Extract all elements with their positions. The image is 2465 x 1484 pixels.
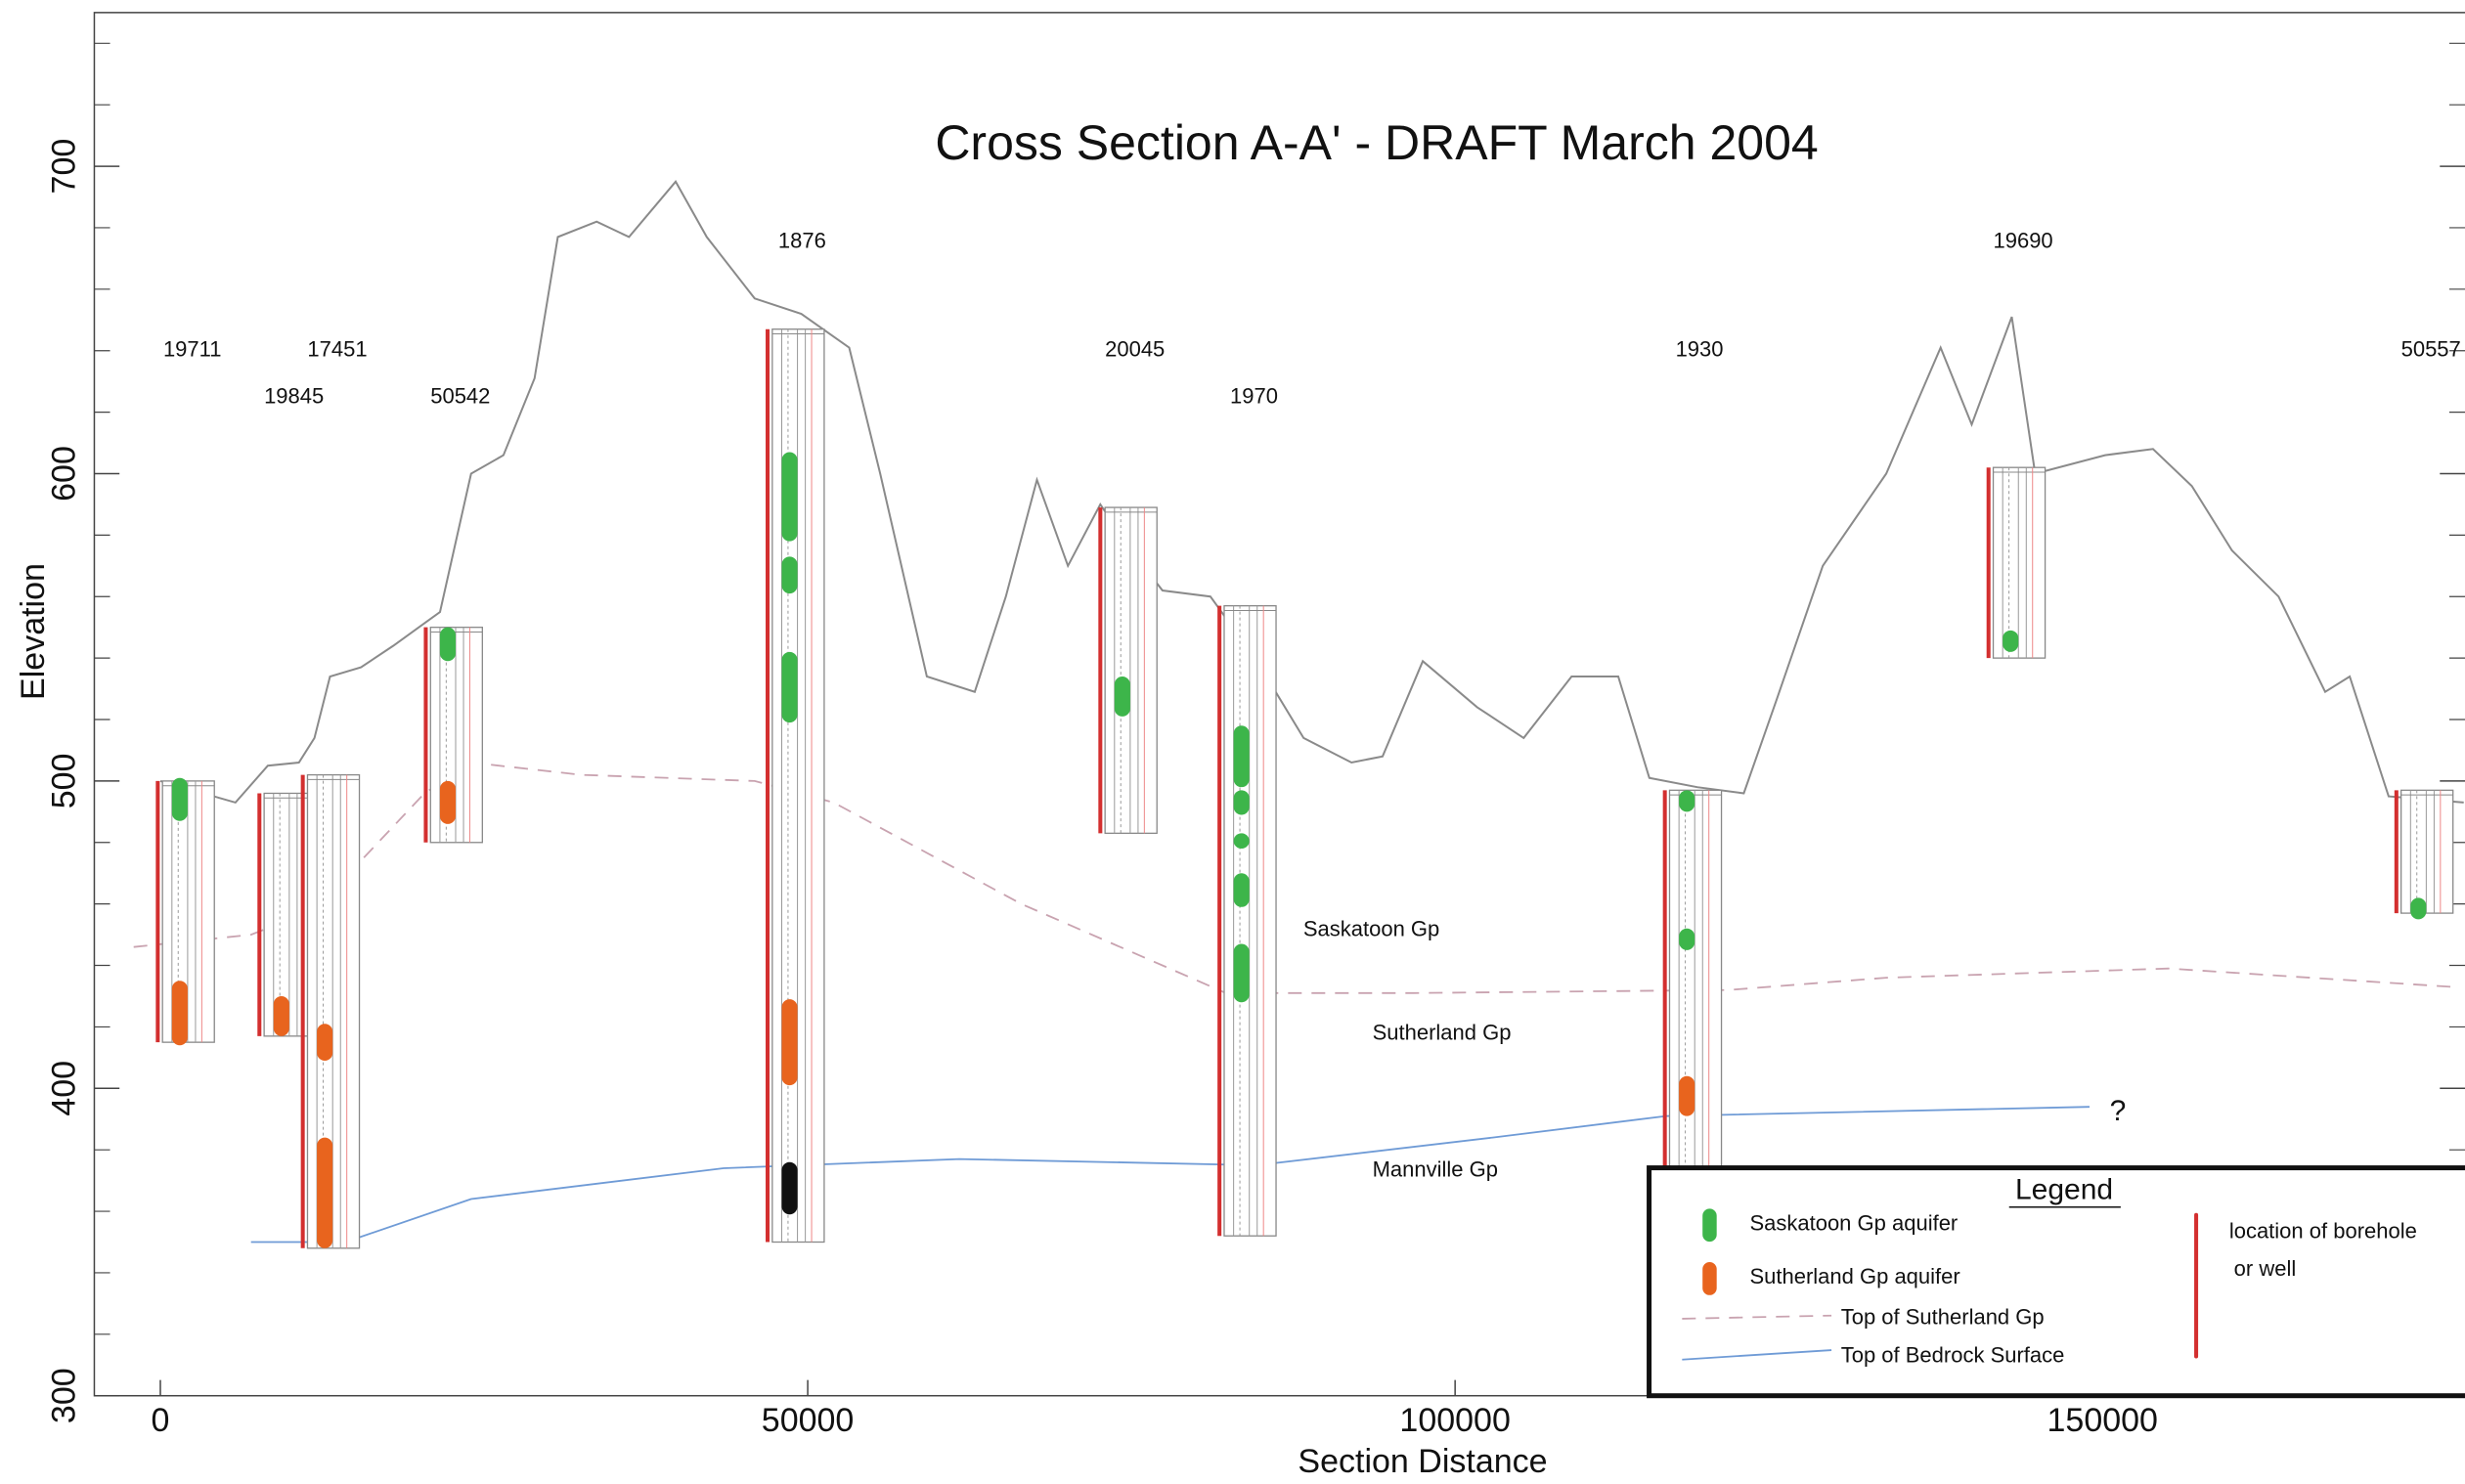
legend-title: Legend <box>2015 1174 2113 1206</box>
borehole-column <box>772 329 824 1243</box>
x-tick-label: 50000 <box>762 1402 855 1439</box>
y-tick-label: 600 <box>46 446 83 502</box>
aquifer-interval <box>781 652 797 722</box>
y-tick-label: 700 <box>46 139 83 195</box>
aquifer-interval <box>317 1138 332 1248</box>
legend: Legend Saskatoon Gp aquifer Sutherland Gp … <box>1650 1168 2465 1396</box>
page: Cross Section A-A' - DRAFT March 2004 Se… <box>0 0 2465 1484</box>
borehole <box>2397 790 2453 919</box>
aquifer-interval <box>1679 929 1695 950</box>
chart-title: Cross Section A-A' - DRAFT March 2004 <box>935 115 1818 170</box>
aquifer-interval <box>1115 677 1130 717</box>
aquifer-interval <box>440 628 456 662</box>
aquifer-interval <box>781 1162 797 1214</box>
unit-label: Mannville Gp <box>1373 1157 1498 1182</box>
borehole-label: 20045 <box>1105 336 1165 361</box>
aquifer-interval <box>2410 897 2426 919</box>
legend-label: Sutherland Gp aquifer <box>1749 1264 1959 1288</box>
borehole-label: 1970 <box>1230 384 1278 409</box>
borehole <box>157 778 214 1046</box>
aquifer-interval <box>781 999 797 1085</box>
borehole-label: 1930 <box>1676 336 1724 361</box>
borehole-column <box>1105 507 1157 833</box>
borehole-column <box>2401 790 2453 913</box>
borehole <box>768 329 824 1243</box>
unit-label: ? <box>2110 1095 2127 1127</box>
legend-label: location of borehole <box>2229 1218 2417 1243</box>
chart: Cross Section A-A' - DRAFT March 2004 Se… <box>0 0 2465 1484</box>
borehole-column <box>430 628 482 843</box>
x-tick-label: 0 <box>152 1402 170 1439</box>
borehole-column <box>1224 606 1276 1237</box>
legend-label: or well <box>2234 1256 2297 1281</box>
aquifer-interval <box>1679 790 1695 811</box>
borehole-column <box>307 775 359 1248</box>
x-axis-title: Section Distance <box>1298 1443 1547 1480</box>
legend-label: Top of Bedrock Surface <box>1841 1342 2065 1367</box>
borehole-label: 19845 <box>264 384 324 409</box>
aquifer-interval <box>1234 725 1250 787</box>
borehole-column <box>1994 467 2046 658</box>
y-tick-label: 400 <box>46 1061 83 1116</box>
borehole-label: 50557 <box>2401 336 2461 361</box>
borehole-label: 50542 <box>430 384 490 409</box>
aquifer-interval <box>274 996 289 1036</box>
legend-swatch <box>1702 1262 1716 1295</box>
unit-label: Saskatoon Gp <box>1303 917 1439 941</box>
x-tick-label: 100000 <box>1399 1402 1510 1439</box>
legend-swatch <box>1702 1208 1716 1242</box>
aquifer-interval <box>440 781 456 824</box>
aquifer-interval <box>172 981 188 1045</box>
aquifer-interval <box>1234 790 1250 814</box>
aquifer-interval <box>1234 873 1250 907</box>
aquifer-interval <box>317 1024 332 1061</box>
aquifer-interval <box>1234 944 1250 1003</box>
borehole <box>1219 606 1276 1237</box>
borehole-label: 19711 <box>163 336 222 361</box>
y-tick-label: 500 <box>46 754 83 809</box>
borehole-label: 17451 <box>307 336 367 361</box>
aquifer-interval <box>781 452 797 541</box>
borehole-label: 19690 <box>1993 228 2052 252</box>
borehole <box>303 775 360 1248</box>
y-tick-label: 300 <box>46 1368 83 1423</box>
legend-label: Top of Sutherland Gp <box>1841 1305 2045 1330</box>
aquifer-interval <box>1679 1076 1695 1116</box>
aquifer-interval <box>172 778 188 821</box>
borehole-label: 1876 <box>778 228 826 252</box>
legend-label: Saskatoon Gp aquifer <box>1749 1210 1958 1235</box>
aquifer-interval <box>1234 833 1250 849</box>
aquifer-interval <box>2003 631 2018 652</box>
borehole-column <box>162 781 214 1042</box>
unit-label: Sutherland Gp <box>1373 1021 1512 1045</box>
borehole <box>1989 467 2046 658</box>
borehole <box>1100 507 1157 833</box>
borehole <box>425 628 482 843</box>
y-axis-title: Elevation <box>15 563 52 700</box>
x-tick-label: 150000 <box>2047 1402 2158 1439</box>
aquifer-interval <box>781 556 797 593</box>
